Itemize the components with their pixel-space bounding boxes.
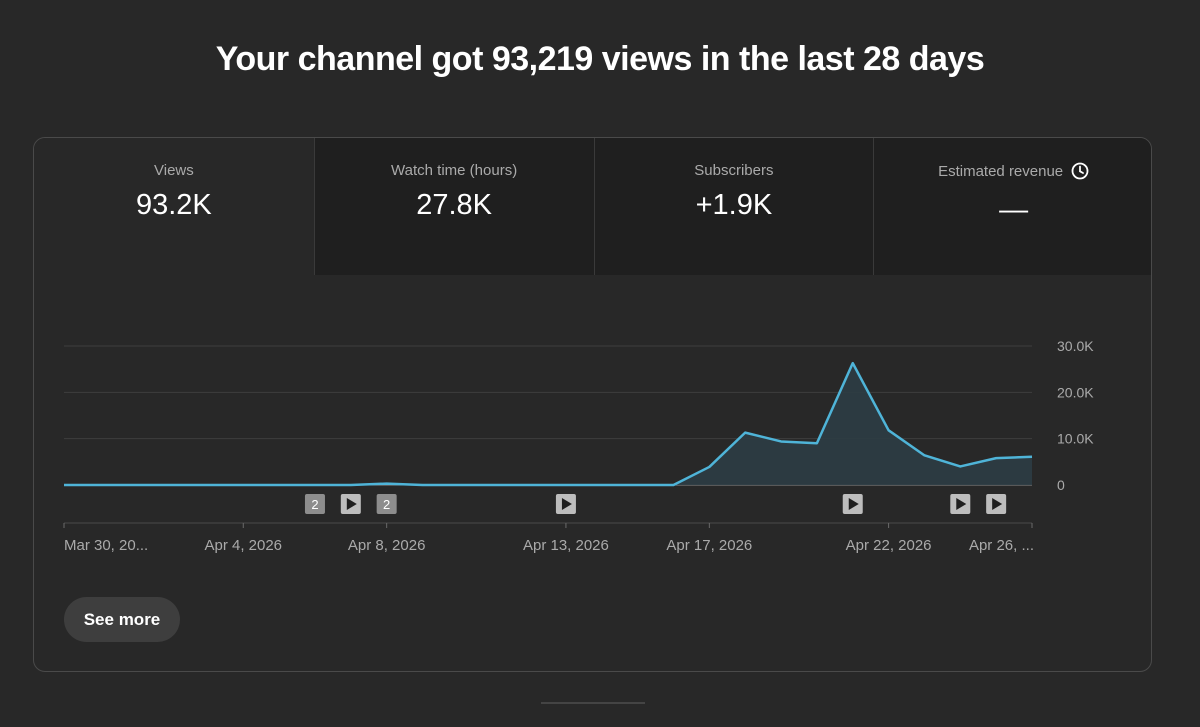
- views-chart: 0 10.0K 20.0K 30.0K Mar 30, 20... Apr 4, 2026…: [61, 338, 1094, 554]
- x-tick-label: Apr 13, 2026: [523, 537, 609, 554]
- tab-views-label: Views: [154, 162, 194, 179]
- see-more-button[interactable]: See more: [64, 597, 180, 642]
- data-point[interactable]: [97, 482, 103, 488]
- tab-subscribers[interactable]: Subscribers +1.9K: [593, 138, 874, 275]
- data-point[interactable]: [921, 452, 927, 458]
- analytics-card: Views 93.2K Watch time (hours) 27.8K Sub…: [33, 137, 1152, 672]
- page-headline: Your channel got 93,219 views in the las…: [215, 40, 985, 78]
- upload-count-label: 2: [311, 497, 318, 512]
- upload-count-label: 2: [383, 497, 390, 512]
- data-point[interactable]: [993, 455, 999, 461]
- play-icon: [956, 498, 967, 510]
- y-tick-label: 10.0K: [1057, 431, 1094, 447]
- data-point[interactable]: [133, 482, 139, 488]
- play-icon: [848, 498, 859, 510]
- tab-watch-time-value: 27.8K: [416, 189, 493, 221]
- data-point[interactable]: [312, 482, 318, 488]
- data-point[interactable]: [420, 482, 426, 488]
- x-tick-label: Apr 17, 2026: [666, 537, 752, 554]
- data-point[interactable]: [348, 482, 354, 488]
- tab-views[interactable]: Views 93.2K: [34, 138, 314, 275]
- x-tick-label: Mar 30, 20...: [64, 537, 148, 554]
- data-point[interactable]: [491, 482, 497, 488]
- tab-revenue-label: Estimated revenue: [938, 163, 1064, 180]
- data-point[interactable]: [635, 482, 641, 488]
- upload-count-marker[interactable]: [376, 494, 397, 514]
- data-point[interactable]: [706, 464, 712, 470]
- x-tick-label: Apr 22, 2026: [846, 537, 932, 554]
- data-point[interactable]: [563, 482, 569, 488]
- views-area: [64, 363, 1032, 485]
- x-tick-label: Apr 26, ...: [969, 537, 1034, 554]
- data-point[interactable]: [814, 440, 820, 446]
- data-point[interactable]: [240, 482, 246, 488]
- data-point[interactable]: [204, 482, 210, 488]
- metric-tabs: Views 93.2K Watch time (hours) 27.8K Sub…: [34, 138, 1151, 275]
- data-point[interactable]: [61, 482, 67, 488]
- y-tick-label: 20.0K: [1057, 384, 1094, 400]
- data-point[interactable]: [169, 482, 175, 488]
- data-point[interactable]: [1029, 454, 1035, 460]
- x-tick-label: Apr 4, 2026: [204, 537, 282, 554]
- data-point[interactable]: [384, 481, 390, 487]
- x-tick-label: Apr 8, 2026: [348, 537, 426, 554]
- tab-subscribers-value: +1.9K: [695, 189, 773, 221]
- play-icon: [992, 498, 1003, 510]
- data-point[interactable]: [670, 482, 676, 488]
- data-point[interactable]: [886, 427, 892, 433]
- data-point[interactable]: [527, 482, 533, 488]
- tab-views-value: 93.2K: [135, 189, 212, 221]
- tab-watch-time-label: Watch time (hours): [391, 162, 518, 179]
- play-icon: [561, 498, 572, 510]
- tab-estimated-revenue[interactable]: Estimated revenue —: [873, 138, 1151, 275]
- data-point[interactable]: [599, 482, 605, 488]
- tab-subscribers-label: Subscribers: [694, 162, 774, 179]
- tab-watch-time[interactable]: Watch time (hours) 27.8K: [313, 138, 594, 275]
- data-point[interactable]: [276, 482, 282, 488]
- data-point[interactable]: [850, 360, 856, 366]
- scroll-indicator: [541, 702, 645, 704]
- data-point[interactable]: [957, 463, 963, 469]
- y-tick-label: 0: [1057, 477, 1065, 493]
- clock-icon[interactable]: [1071, 162, 1089, 184]
- data-point[interactable]: [742, 430, 748, 436]
- tab-revenue-value: —: [999, 194, 1029, 226]
- data-point[interactable]: [455, 482, 461, 488]
- upload-count-marker[interactable]: [304, 494, 325, 514]
- data-point[interactable]: [778, 438, 784, 444]
- views-line: [64, 361, 1033, 487]
- y-tick-label: 30.0K: [1057, 338, 1094, 354]
- play-icon: [346, 498, 357, 510]
